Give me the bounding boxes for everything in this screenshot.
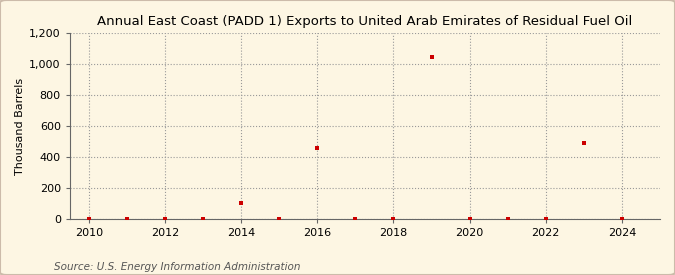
Point bbox=[502, 216, 513, 221]
Point bbox=[426, 54, 437, 59]
Title: Annual East Coast (PADD 1) Exports to United Arab Emirates of Residual Fuel Oil: Annual East Coast (PADD 1) Exports to Un… bbox=[97, 15, 632, 28]
Point bbox=[464, 216, 475, 221]
Point bbox=[616, 216, 627, 221]
Point bbox=[159, 217, 170, 221]
Point bbox=[274, 217, 285, 221]
Point bbox=[541, 216, 551, 221]
Point bbox=[198, 216, 209, 221]
Point bbox=[350, 216, 361, 221]
Point bbox=[122, 216, 132, 221]
Point bbox=[236, 201, 246, 205]
Point bbox=[312, 145, 323, 150]
Point bbox=[578, 141, 589, 145]
Y-axis label: Thousand Barrels: Thousand Barrels bbox=[15, 78, 25, 175]
Point bbox=[388, 216, 399, 221]
Text: Source: U.S. Energy Information Administration: Source: U.S. Energy Information Administ… bbox=[54, 262, 300, 272]
Point bbox=[84, 217, 95, 221]
